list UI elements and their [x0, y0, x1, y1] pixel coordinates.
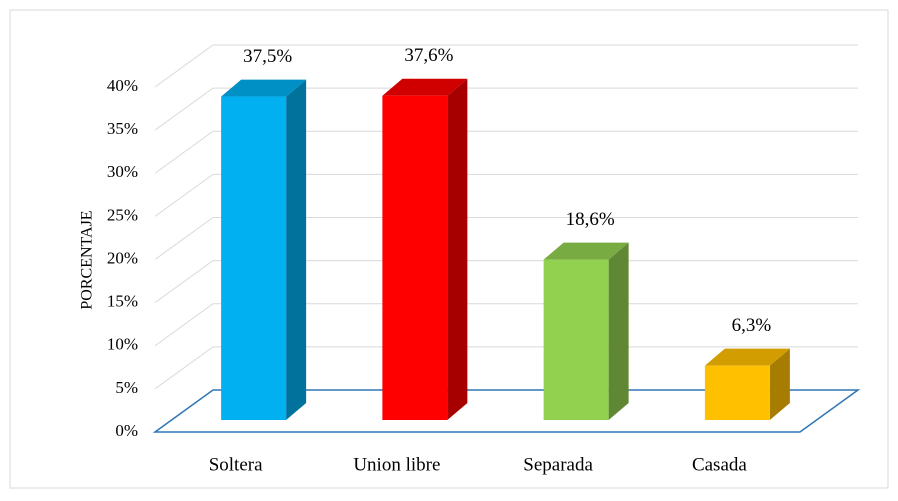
value-label: 37,6%	[404, 45, 453, 66]
bar	[221, 96, 287, 420]
grid-line	[154, 44, 214, 88]
y-tick-label: 20%	[107, 248, 138, 267]
x-tick-label: Union libre	[353, 454, 440, 475]
y-tick-label: 40%	[107, 76, 138, 95]
grid-line	[154, 260, 214, 304]
bar-top	[704, 348, 790, 366]
y-tick-label: 5%	[115, 378, 138, 397]
y-tick-label: 35%	[107, 119, 138, 138]
grid-line	[154, 130, 214, 174]
bar-side	[286, 79, 307, 420]
bar	[704, 365, 770, 420]
bar-top	[382, 78, 468, 96]
y-tick-label: 30%	[107, 162, 138, 181]
y-tick-label: 10%	[107, 335, 138, 354]
x-tick-label: Casada	[692, 454, 747, 475]
bar-side	[769, 348, 790, 420]
grid-line	[154, 87, 214, 131]
y-axis-label: PORCENTAJE	[79, 210, 96, 309]
bar	[382, 95, 448, 420]
bar-side	[608, 242, 629, 420]
bar-top	[221, 79, 307, 97]
bar	[543, 259, 609, 420]
value-label: 6,3%	[732, 315, 772, 336]
value-label: 37,5%	[243, 46, 292, 67]
value-label: 18,6%	[566, 209, 615, 230]
grid-line	[154, 217, 214, 260]
grid-line	[154, 303, 214, 347]
floor	[152, 389, 861, 433]
y-tick-label: 25%	[107, 205, 138, 224]
grid-line	[154, 346, 214, 390]
x-tick-label: Soltera	[209, 454, 263, 475]
y-tick-label: 15%	[107, 292, 138, 311]
bar-side	[447, 78, 468, 420]
x-tick-label: Separada	[523, 454, 593, 475]
y-tick-label: 0%	[115, 421, 138, 440]
grid-line	[154, 173, 214, 217]
bar-top	[543, 242, 629, 260]
